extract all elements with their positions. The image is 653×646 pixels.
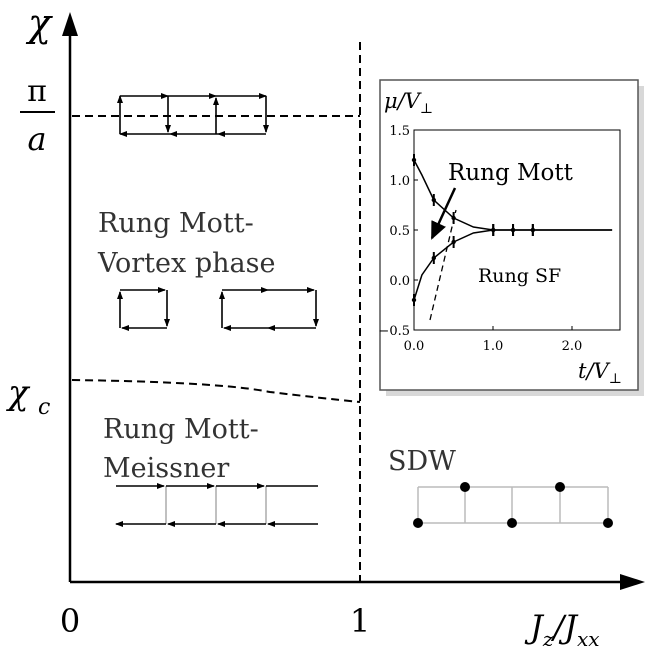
y-axis-label: χ (25, 1, 53, 45)
phase-label-meissner-line2: Meissner (103, 453, 229, 484)
inset-x-tick-2: 2.0 (562, 339, 583, 354)
vortex-chain-icon (117, 93, 269, 137)
inset-series-line-1 (413, 229, 613, 301)
inset-panel: 1.5 1.0 0.5 0.0 −0.5 0.0 1.0 2.0 μ/V⊥ t/… (378, 79, 644, 396)
meissner-ladder-icon (115, 483, 318, 527)
x-label-sep: /J (550, 608, 579, 646)
inset-y-tick-1: 1.0 (389, 174, 410, 189)
inset-y-tick-2: 0.5 (389, 224, 410, 239)
x-tick-1: 1 (350, 602, 370, 640)
inset-data-point-1-4 (510, 227, 516, 233)
x-axis-label: Jz/Jxx (524, 608, 600, 646)
inset-data-point-1-0 (411, 297, 417, 303)
inset-x-label-sub: ⊥ (609, 371, 622, 387)
inset-data-point-0-0 (411, 157, 417, 163)
phase-label-sdw: SDW (388, 446, 456, 477)
vortex-plaquette-wide-icon (219, 287, 319, 331)
x-label-sub2: xx (577, 627, 600, 646)
inset-x-tick-0: 0.0 (404, 339, 425, 354)
inset-x-tick-1: 1.0 (483, 339, 504, 354)
inset-x-label-main: t/V (578, 359, 611, 383)
inset-data-point-0-1 (431, 197, 437, 203)
y-tick-a: a (27, 120, 46, 158)
inset-y-label-main: μ/V (384, 89, 422, 113)
inset-data-point-1-3 (491, 227, 496, 233)
inset-y-tick-3: 0.0 (389, 274, 410, 289)
vortex-plaquette-small-icon (117, 287, 170, 331)
x-label-j: J (524, 608, 545, 646)
inset-data-point-0-2 (451, 215, 456, 221)
y-tick-chic: χ (6, 373, 31, 413)
y-axis-arrowhead (62, 12, 78, 36)
x-tick-0: 0 (60, 602, 80, 640)
inset-label-rung-sf: Rung SF (478, 265, 561, 287)
inset-y-label-sub: ⊥ (420, 101, 433, 117)
phase-label-meissner-line1: Rung Mott- (103, 414, 259, 445)
y-tick-chic-sub: c (38, 395, 50, 420)
inset-dashed-guide (429, 209, 457, 321)
inset-y-label: μ/V⊥ (384, 89, 433, 117)
inset-y-tick-4: −0.5 (378, 324, 410, 339)
inset-data-point-1-2 (451, 239, 456, 245)
inset-mott-pointer-arrow (430, 187, 457, 240)
sdw-ladder-icon (413, 482, 613, 528)
y-tick-pi: π (27, 74, 47, 109)
main-axes (62, 12, 645, 590)
inset-x-label: t/V⊥ (578, 359, 622, 387)
inset-y-tick-0: 1.5 (389, 124, 410, 139)
x-label-sub1: z (542, 627, 554, 646)
inset-ticks (413, 129, 573, 331)
inset-label-rung-mott: Rung Mott (448, 160, 574, 186)
x-axis-arrowhead (620, 574, 645, 590)
phase-label-vortex-line1: Rung Mott- (98, 208, 254, 239)
inset-data-point-1-1 (431, 255, 437, 261)
boundary-chic (71, 379, 361, 403)
inset-data-point-1-5 (530, 227, 536, 233)
inset-curves (411, 154, 613, 306)
phase-label-vortex-line2: Vortex phase (97, 248, 275, 279)
